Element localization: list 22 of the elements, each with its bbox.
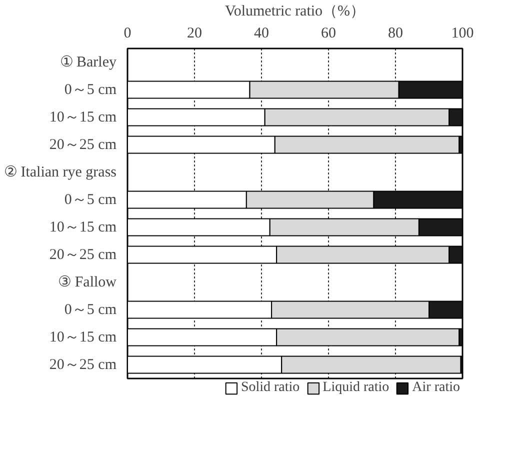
legend-label: Air ratio	[412, 380, 460, 396]
x-tick-label: 40	[254, 26, 269, 42]
y-tick-label: ② Italian rye grass	[4, 164, 117, 180]
y-tick-label: 0～5 cm	[64, 82, 117, 98]
y-tick-label: 20～25 cm	[49, 356, 117, 373]
x-tick-label: 80	[388, 26, 403, 42]
x-tick-label: 100	[451, 26, 474, 42]
y-tick-label: 10～15 cm	[49, 329, 117, 346]
legend-label: Liquid ratio	[322, 380, 390, 396]
y-tick-label: 10～15 cm	[49, 219, 117, 236]
y-tick-label: ③ Fallow	[58, 274, 117, 290]
y-tick-label: 10～15 cm	[49, 109, 117, 126]
x-tick-label: 0	[124, 26, 132, 42]
x-tick-label: 60	[321, 26, 336, 42]
y-tick-label: 0～5 cm	[64, 302, 117, 318]
legend-label: Solid ratio	[240, 380, 300, 396]
y-tick-label: ① Barley	[60, 54, 117, 70]
y-tick-label: 0～5 cm	[64, 192, 117, 208]
x-tick-label: 20	[187, 26, 202, 42]
y-tick-label: 20～25 cm	[49, 246, 117, 263]
y-tick-label: 20～25 cm	[49, 136, 117, 153]
x-axis-title: Volumetric ratio（%）	[224, 4, 366, 20]
